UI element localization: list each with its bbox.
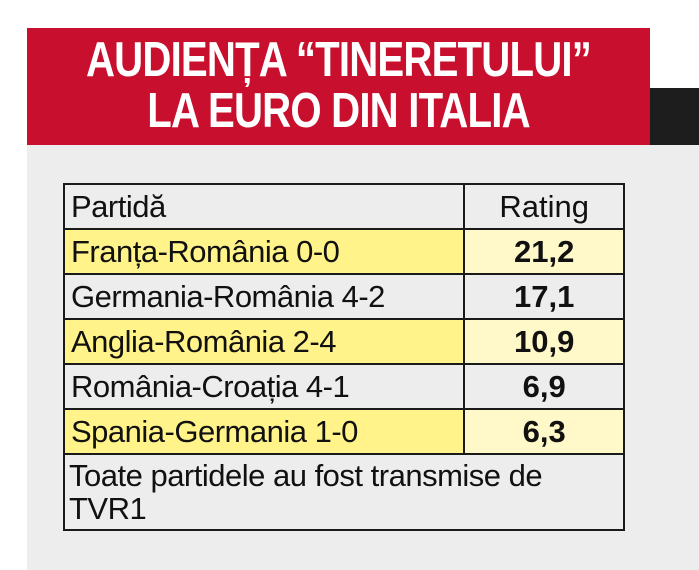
match-cell: România-Croația 4-1	[62, 363, 466, 410]
broadcast-note: Toate partidele au fost transmise de TVR…	[63, 453, 625, 531]
rating-cell: 21,2	[463, 228, 625, 275]
table-row: Spania-Germania 1-0 6,3	[62, 408, 625, 455]
title-line-2: LA EURO DIN ITALIA	[147, 84, 530, 138]
table-row: Germania-România 4-2 17,1	[62, 273, 625, 320]
table-row: Franța-România 0-0 21,2	[62, 228, 625, 275]
title-banner: AUDIENȚA “TINERETULUI” LA EURO DIN ITALI…	[27, 28, 650, 145]
rating-cell: 17,1	[463, 273, 625, 320]
rating-cell: 6,3	[463, 408, 625, 455]
rating-cell: 10,9	[463, 318, 625, 365]
table-row: România-Croația 4-1 6,9	[62, 363, 625, 410]
match-cell: Germania-România 4-2	[62, 273, 466, 320]
header-rating: Rating	[463, 183, 625, 230]
table-header-row: Partidă Rating	[62, 183, 625, 230]
match-cell: Spania-Germania 1-0	[62, 408, 466, 455]
table-row: Anglia-România 2-4 10,9	[62, 318, 625, 365]
rating-cell: 6,9	[463, 363, 625, 410]
match-cell: Franța-România 0-0	[62, 228, 466, 275]
title-line-1: AUDIENȚA “TINERETULUI”	[85, 33, 592, 87]
header-match: Partidă	[62, 183, 466, 230]
table-note-row: Toate partidele au fost transmise de TVR…	[63, 453, 625, 531]
header-shadow	[650, 88, 699, 145]
ratings-table: Partidă Rating Franța-România 0-0 21,2 G…	[62, 183, 625, 531]
match-cell: Anglia-România 2-4	[62, 318, 466, 365]
